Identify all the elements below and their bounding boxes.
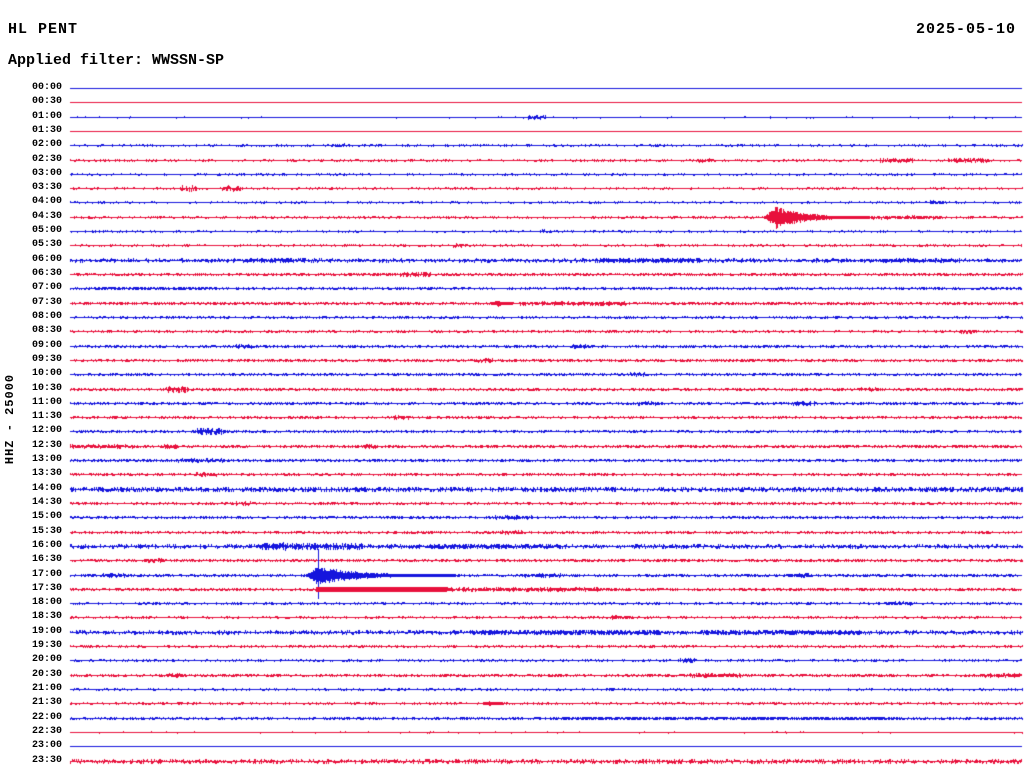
row-time-label: 18:30 bbox=[31, 611, 62, 622]
row-time-label: 18:00 bbox=[31, 597, 62, 608]
row-time-label: 11:30 bbox=[31, 411, 62, 422]
row-time-label: 22:00 bbox=[31, 712, 62, 723]
row-time-label: 14:00 bbox=[31, 483, 62, 494]
row-time-label: 12:00 bbox=[31, 425, 62, 436]
row-time-label: 14:30 bbox=[31, 497, 62, 508]
row-time-label: 06:00 bbox=[31, 254, 62, 265]
row-time-label: 04:00 bbox=[31, 196, 62, 207]
row-time-label: 23:00 bbox=[31, 740, 62, 751]
row-time-label: 03:00 bbox=[31, 168, 62, 179]
row-time-label: 22:30 bbox=[31, 726, 62, 737]
row-time-label: 01:00 bbox=[31, 111, 62, 122]
station-title: HL PENT bbox=[8, 21, 79, 38]
row-time-label: 10:00 bbox=[31, 368, 62, 379]
row-time-label: 12:30 bbox=[31, 440, 62, 451]
row-time-label: 08:00 bbox=[31, 311, 62, 322]
row-time-label: 13:00 bbox=[31, 454, 62, 465]
row-time-label: 05:00 bbox=[31, 225, 62, 236]
row-time-label: 04:30 bbox=[31, 211, 62, 222]
filter-label: Applied filter: WWSSN-SP bbox=[8, 52, 225, 69]
date-label: 2025-05-10 bbox=[915, 21, 1016, 38]
row-time-label: 07:00 bbox=[31, 282, 62, 293]
time-label-column: 00:00 00:30 01:00 01:30 02:00 02:30 03:00 03:30… bbox=[0, 0, 62, 780]
row-time-label: 17:00 bbox=[31, 569, 62, 580]
row-time-label: 21:00 bbox=[31, 683, 62, 694]
row-time-label: 08:30 bbox=[31, 325, 62, 336]
row-time-label: 09:30 bbox=[31, 354, 62, 365]
row-time-label: 01:30 bbox=[31, 125, 62, 136]
row-time-label: 15:00 bbox=[31, 511, 62, 522]
row-time-label: 06:30 bbox=[31, 268, 62, 279]
row-time-label: 16:30 bbox=[31, 554, 62, 565]
row-time-label: 21:30 bbox=[31, 697, 62, 708]
row-time-label: 03:30 bbox=[31, 182, 62, 193]
row-time-label: 00:30 bbox=[31, 96, 62, 107]
row-time-label: 17:30 bbox=[31, 583, 62, 594]
row-time-label: 15:30 bbox=[31, 526, 62, 537]
row-time-label: 19:00 bbox=[31, 626, 62, 637]
row-time-label: 20:30 bbox=[31, 669, 62, 680]
row-time-label: 10:30 bbox=[31, 383, 62, 394]
row-time-label: 07:30 bbox=[31, 297, 62, 308]
row-time-label: 20:00 bbox=[31, 654, 62, 665]
row-time-label: 13:30 bbox=[31, 468, 62, 479]
row-time-label: 02:00 bbox=[31, 139, 62, 150]
row-time-label: 23:30 bbox=[31, 755, 62, 766]
row-time-label: 11:00 bbox=[31, 397, 62, 408]
row-time-label: 19:30 bbox=[31, 640, 62, 651]
row-time-label: 16:00 bbox=[31, 540, 62, 551]
row-time-label: 00:00 bbox=[31, 82, 62, 93]
row-time-label: 05:30 bbox=[31, 239, 62, 250]
row-time-label: 09:00 bbox=[31, 340, 62, 351]
row-time-label: 02:30 bbox=[31, 154, 62, 165]
